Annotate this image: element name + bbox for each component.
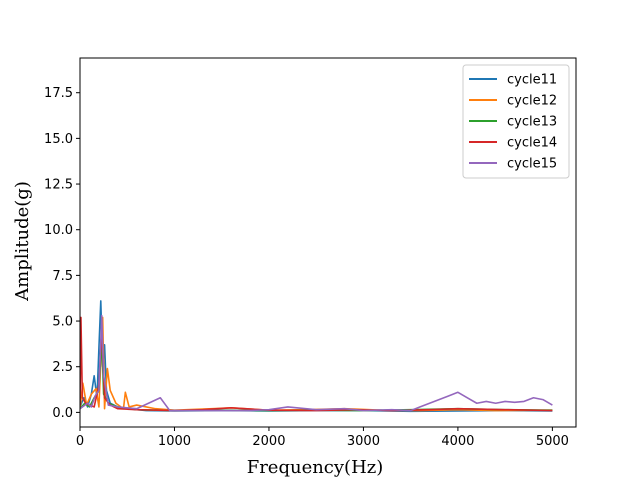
y-axis-label: Amplitude(g) [12,181,33,302]
legend: cycle11 cycle12 cycle13 cycle14 cycle15 [462,64,570,179]
legend-label: cycle13 [507,115,557,130]
legend-box [462,64,570,179]
x-tick-label: 2000 [252,434,285,449]
x-axis-label: Frequency(Hz) [247,457,384,478]
y-tick-label: 17.5 [44,86,73,101]
axes-frame [79,57,577,428]
x-tick-label: 3000 [347,434,380,449]
legend-label: cycle12 [507,94,557,109]
y-tick-label: 7.5 [52,269,73,284]
legend-label: cycle15 [507,157,557,172]
y-tick-label: 0.0 [52,406,73,421]
y-tick-label: 12.5 [44,178,73,193]
y-tick-label: 2.5 [52,360,73,375]
legend-label: cycle14 [507,136,557,151]
y-tick-label: 10.0 [44,223,73,238]
x-tick-label: 0 [76,434,84,449]
x-tick-label: 4000 [441,434,474,449]
y-tick-label: 15.0 [44,132,73,147]
series-line-cycle15 [80,314,553,412]
legend-label: cycle11 [507,73,557,88]
x-tick-label: 1000 [158,434,191,449]
x-tick-label: 5000 [536,434,569,449]
y-tick-label: 5.0 [52,315,73,330]
